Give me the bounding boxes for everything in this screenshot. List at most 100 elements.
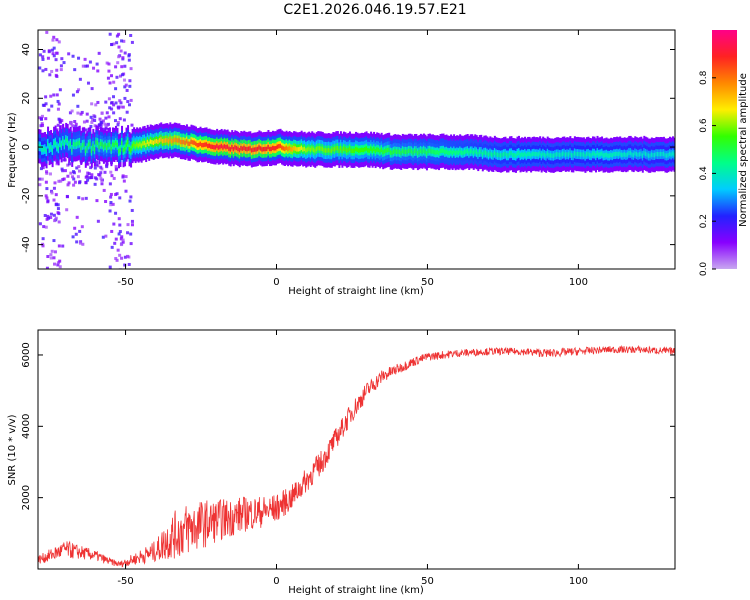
spectrogram-cell [116,105,120,109]
spectrogram-cell [90,148,93,153]
spectrogram-cell [77,165,81,169]
spectrogram-cell [111,95,115,99]
spectrogram-cell [42,147,45,152]
spectrogram-cell [190,139,193,144]
spectrogram-cell [575,151,578,157]
spectrogram-cell [223,144,226,149]
spectrogram-cell [78,229,82,233]
spectrogram-cell [75,90,79,94]
spectrogram-cell [518,150,521,156]
spectrogram-cell [119,243,123,247]
spectrogram-cell [56,99,60,103]
spectrogram-cell [463,150,466,155]
spectrogram-cell [392,149,395,155]
spectrogram-cell [391,150,394,156]
spectrogram-cell [113,241,117,245]
spectrogram-cell [536,151,539,157]
spectrogram-cell [116,61,120,65]
spectrogram-cell [398,149,401,155]
spectrogram-cell [299,146,302,152]
spectrogram-cell [353,148,356,153]
spectrogram-cell [93,166,97,170]
spectrogram-cell [527,151,530,157]
spectrogram-cell [644,151,647,157]
spectrogram-cell [129,232,133,236]
spectrogram-cell [60,119,64,123]
x-tick-label: 50 [421,277,434,288]
spectrogram-cell [122,179,126,183]
spectrogram-cell [466,148,469,154]
snr-x-axis-label: Height of straight line (km) [288,585,424,596]
spectrogram-cell [671,151,674,156]
spectrogram-cell [50,48,54,52]
spectrogram-cell [68,111,72,115]
spectrogram-cell [250,148,253,153]
spectrogram-cell [56,263,60,267]
spectrogram-cell [318,146,321,151]
spectrogram-cell [107,115,111,119]
spectrogram-cell [122,78,126,82]
spectrogram-cell [474,149,477,154]
spectrogram-cell [329,148,332,153]
spectrogram-cell [105,145,108,150]
spectrogram-cell [60,143,63,148]
spectrogram-cell [84,196,88,200]
spectrogram-cell [44,102,48,106]
spectrogram-cell [359,148,362,153]
spectrogram-cell [638,152,641,157]
spectrogram-cell [86,81,90,85]
x-tick-label: -50 [117,277,133,288]
spectrogram-cell [56,211,60,215]
spectrogram-cell [130,219,134,223]
spectrogram-cell [50,191,54,195]
spectrogram-cell [641,153,644,158]
spectrogram-cell [93,124,97,128]
spectrogram-cell [502,152,505,157]
spectrogram-cell [45,196,49,200]
spectrogram-cell [229,147,232,152]
spectrogram-cell [119,105,123,109]
spectrogram-cell [237,146,240,152]
spectrogram-cell [616,151,619,156]
spectrogram-cell [115,34,119,38]
spectrogram-cell [123,51,127,55]
spectrogram-cell [623,152,626,157]
spectrogram-cell [447,150,450,155]
spectrogram-cell [155,138,158,144]
spectrogram-cell [75,215,79,219]
spectrogram-cell [374,148,377,154]
spectrogram-cell [394,148,397,154]
spectrogram-cell [38,183,42,187]
spectrogram-cell [50,104,54,108]
spectrogram-cell [58,259,62,263]
spectrogram-cell [386,147,389,153]
spectrogram-cell [60,167,64,171]
y-tick-label: 0 [21,144,32,150]
spectrogram-cell [367,148,370,153]
spectrogram-y-axis-label: Frequency (Hz) [7,112,18,188]
spectrogram-cell [63,142,66,147]
spectrogram-cell [303,146,306,152]
spectrogram-cell [42,225,46,229]
spectrogram-cell [104,116,108,120]
spectrogram-panel: -50 0 50 100 -40 -20 0 20 40 Height of straight… [7,29,676,297]
spectrogram-cell [45,171,49,175]
spectrogram-cell [54,73,58,77]
spectrogram-cell [94,103,98,107]
spectrogram-cell [140,143,143,148]
spectrogram-cell [125,88,129,92]
spectrogram-cell [56,144,59,149]
spectrogram-cell [93,115,97,119]
spectrogram-cell [107,62,111,66]
spectrogram-cell [563,151,566,156]
spectrogram-cell [424,149,427,154]
spectrogram-cell [96,140,99,146]
spectrogram-cell [119,101,123,105]
spectrogram-cell [166,137,169,143]
spectrogram-cell [142,141,145,146]
spectrogram-cell [222,145,225,150]
spectrogram-cell [118,74,122,78]
spectrogram-cell [100,167,104,171]
spectrogram-cell [308,146,311,151]
spectrogram-cell [158,138,161,143]
